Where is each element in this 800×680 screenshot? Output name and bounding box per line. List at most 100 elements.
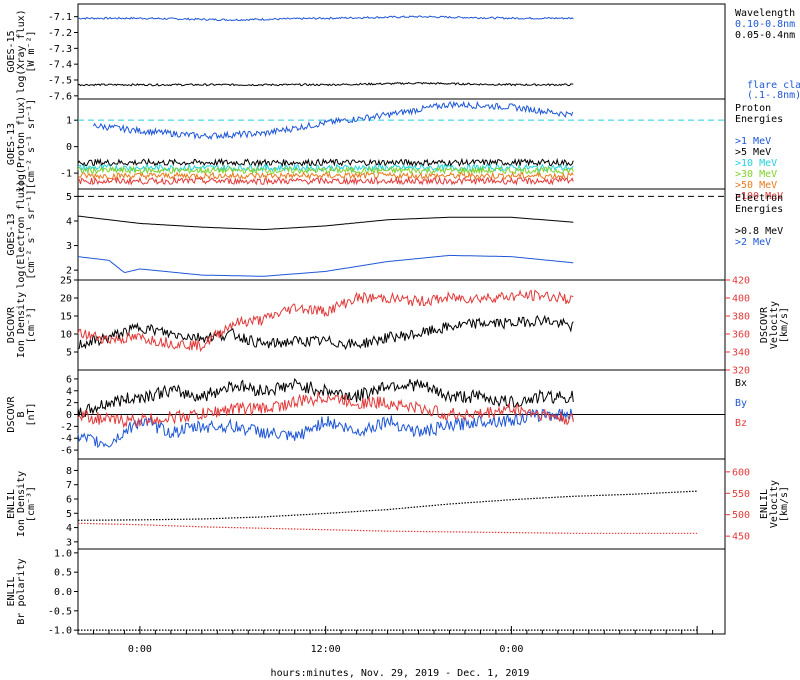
panels: -7.1 -7.2 -7.3 -7.4 -7.5 -7.6 GOES-15 log(Xray … [6, 3, 800, 637]
legend-entry: >50 MeV [735, 180, 777, 191]
panel-1: 1 0 -1 GOES-13 log(Proton flux) [cm⁻² s⁻¹ sr⁻… [6, 96, 783, 202]
series-bx [77, 378, 574, 418]
y-tick-label: -1.0 [48, 626, 72, 637]
legend-entry: >2 MeV [735, 237, 771, 248]
y-axis-title-line: Ion Density [16, 292, 27, 358]
legend-entry: By [735, 398, 747, 409]
y-axis-title-line: log(Xray flux) [16, 9, 27, 93]
y-tick-label: 5 [66, 348, 72, 359]
legend-entry: Bz [735, 418, 747, 429]
y-tick-label: 15 [60, 312, 72, 323]
y2-axis-title-line: [km/s] [779, 307, 790, 343]
y-tick-label: 20 [60, 294, 72, 305]
legend-title: Energies [735, 114, 783, 125]
y2-tick-label: 600 [732, 467, 750, 478]
y-tick-label: 5 [66, 509, 72, 520]
y-tick-label: 5 [66, 192, 72, 203]
y2-tick-label: 380 [732, 312, 750, 323]
y-axis-title-line: log(Electron flux) [16, 180, 27, 288]
series--0-8-mev [77, 215, 574, 231]
y2-tick-label: 400 [732, 294, 750, 305]
y-axis-title-line: [nT] [26, 402, 37, 426]
y-tick-label: 10 [60, 330, 72, 341]
y2-tick-label: 550 [732, 489, 750, 500]
series--50-mev [77, 171, 574, 181]
y-tick-label: -7.6 [48, 91, 72, 102]
y-tick-label: 3 [66, 241, 72, 252]
y-tick-label: -7.4 [48, 60, 72, 71]
y-tick-label: 1 [66, 116, 72, 127]
legend-title: Electron [735, 193, 783, 204]
series-0-10-0-8nm [77, 15, 574, 22]
y-axis-title-line: GOES-13 [6, 123, 17, 165]
y-axis-title-line: B [16, 411, 27, 417]
series--2-mev [77, 254, 574, 277]
y-tick-label: -7.5 [48, 76, 72, 87]
panel-frame [77, 188, 726, 281]
y-axis-title-line: ENLIL [6, 489, 17, 519]
y2-tick-label: 450 [732, 532, 750, 543]
y2-tick-label: 340 [732, 348, 750, 359]
y-axis-title-line: ENLIL [6, 576, 17, 606]
y-tick-label: -2 [60, 422, 72, 433]
y-tick-label: 0.0 [54, 587, 72, 598]
y-tick-label: 0 [66, 142, 72, 153]
series-velocity [77, 289, 574, 353]
x-axis: 0:00 12:00 0:00 [92, 626, 714, 655]
legend-entry: >30 MeV [735, 169, 777, 180]
panel-2: 5 4 3 2 GOES-13 log(Electron flux) [cm⁻² s⁻¹ s… [6, 180, 783, 288]
series--5-mev [77, 157, 574, 168]
y2-tick-label: 360 [732, 330, 750, 341]
legend-entry: >1 MeV [735, 136, 771, 147]
y-axis-title-line: [cm⁻² s⁻¹ sr⁻¹] [26, 189, 37, 279]
series-bz [77, 391, 574, 429]
x-tick-label: 0:00 [499, 644, 523, 655]
y2-axis-title-line: Velocity [769, 301, 780, 349]
series-0-05-0-4nm [77, 81, 574, 87]
y-tick-label: -1 [60, 169, 72, 180]
y-axis-title-line: Ion Density [16, 471, 27, 537]
y-axis-title-line: [W m⁻²] [26, 30, 37, 72]
y-tick-label: 2 [66, 266, 72, 277]
y-axis-title-line: DSCOVR [6, 306, 17, 343]
y-axis-title-line: [cm⁻³] [26, 486, 37, 522]
series-ion-density [77, 314, 574, 351]
legend-entry: 0.10-0.8nm [735, 19, 795, 30]
y-axis-title-line: GOES-13 [6, 213, 17, 255]
x-axis-label: hours:minutes, Nov. 29, 2019 - Dec. 1, 2… [271, 668, 530, 679]
y-tick-label: -7.2 [48, 28, 72, 39]
y-axis-title-line: DSCOVR [6, 395, 17, 432]
legend-entry: >10 MeV [735, 158, 777, 169]
y2-axis-title-line: ENLIL [759, 489, 770, 519]
series--1-mev [93, 100, 574, 141]
legend-entry: >0.8 MeV [735, 226, 783, 237]
y-tick-label: 6 [66, 374, 72, 385]
y2-tick-label: 420 [732, 276, 750, 287]
y-axis-title-line: GOES-15 [6, 30, 17, 72]
y-axis-title-line: log(Proton flux) [16, 96, 27, 192]
legend-entry: Bx [735, 378, 747, 389]
y-tick-label: 4 [66, 216, 72, 227]
panel-frame [77, 458, 726, 550]
legend-note: (.1-.8nm) [747, 90, 800, 101]
y-axis-title-line: [cm⁻³] [26, 307, 37, 343]
x-tick-label: 12:00 [311, 644, 341, 655]
y-tick-label: 4 [66, 386, 72, 397]
y-axis-title-line: [cm⁻² s⁻¹ sr⁻¹] [26, 99, 37, 189]
series--30-mev [77, 165, 574, 176]
legend-title: Wavelength [735, 8, 795, 19]
legend-note: flare class [747, 80, 800, 91]
y-tick-label: -7.3 [48, 44, 72, 55]
panel-frame [77, 548, 726, 635]
y-tick-label: -7.1 [48, 12, 72, 23]
panel-6: 1.0 0.5 0.0 -0.5 -1.0 ENLIL Br polarity [6, 548, 726, 637]
y-tick-label: 4 [66, 523, 72, 534]
series-ion-density [77, 522, 698, 534]
y2-axis-title-line: Velocity [769, 480, 780, 528]
y2-axis-title-line: DSCOVR [759, 306, 770, 343]
y-axis-title-line: Br polarity [16, 558, 27, 624]
